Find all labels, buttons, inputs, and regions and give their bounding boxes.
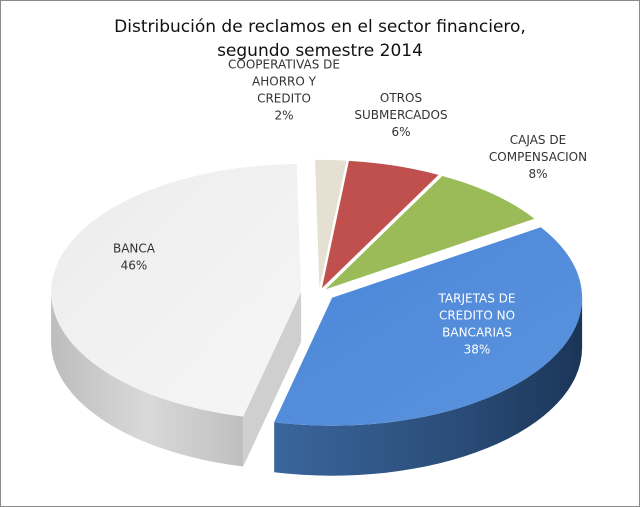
pie-slice-2 [325,175,535,290]
pie-slice-0 [315,159,347,288]
slice-label-3: TARJETAS DE CREDITO NO BANCARIAS 38% [438,292,516,357]
slice-name-line-1-0: OTROS [380,91,422,105]
slice-label-4: BANCA 46% [113,242,156,273]
pie-wall-banca [243,292,302,467]
pie-slice-4 [51,164,302,417]
slice-label-0: COOPERATIVAS DE AHORRO Y CREDITO 2% [228,58,340,123]
slice-percent-2: 8% [528,167,547,181]
pie-side-4 [51,292,244,467]
chart-title: Distribución de reclamos en el sector fi… [1,15,639,63]
slice-name-line-3-0: TARJETAS DE [438,292,516,306]
slice-name-line-3-1: CREDITO NO [439,309,515,323]
slice-name-line-3-2: BANCARIAS [442,326,512,340]
slice-name-line-1-1: SUBMERCADOS [354,108,447,122]
slice-name-line-4-0: BANCA [113,242,156,256]
slice-label-1: OTROS SUBMERCADOS 6% [354,91,447,139]
chart-title-line-2: segundo semestre 2014 [217,41,423,61]
slice-name-line-0-2: CREDITO [257,92,311,106]
slice-percent-4: 46% [121,259,148,273]
pie-slice-3 [274,227,583,426]
slice-name-line-0-1: AHORRO Y [252,75,317,89]
pie-side-3 [274,297,583,476]
slice-percent-1: 6% [391,125,410,139]
slice-name-line-0-0: COOPERATIVAS DE [228,58,340,72]
pie-slice-1 [321,160,439,289]
slice-name-line-2-1: COMPENSACION [489,150,587,164]
chart-title-line-1: Distribución de reclamos en el sector fi… [114,17,526,37]
slice-name-line-2-0: CAJAS DE [510,133,566,147]
slice-label-2: CAJAS DE COMPENSACION 8% [489,133,587,181]
slice-percent-0: 2% [274,109,293,123]
slice-percent-3: 38% [464,343,491,357]
